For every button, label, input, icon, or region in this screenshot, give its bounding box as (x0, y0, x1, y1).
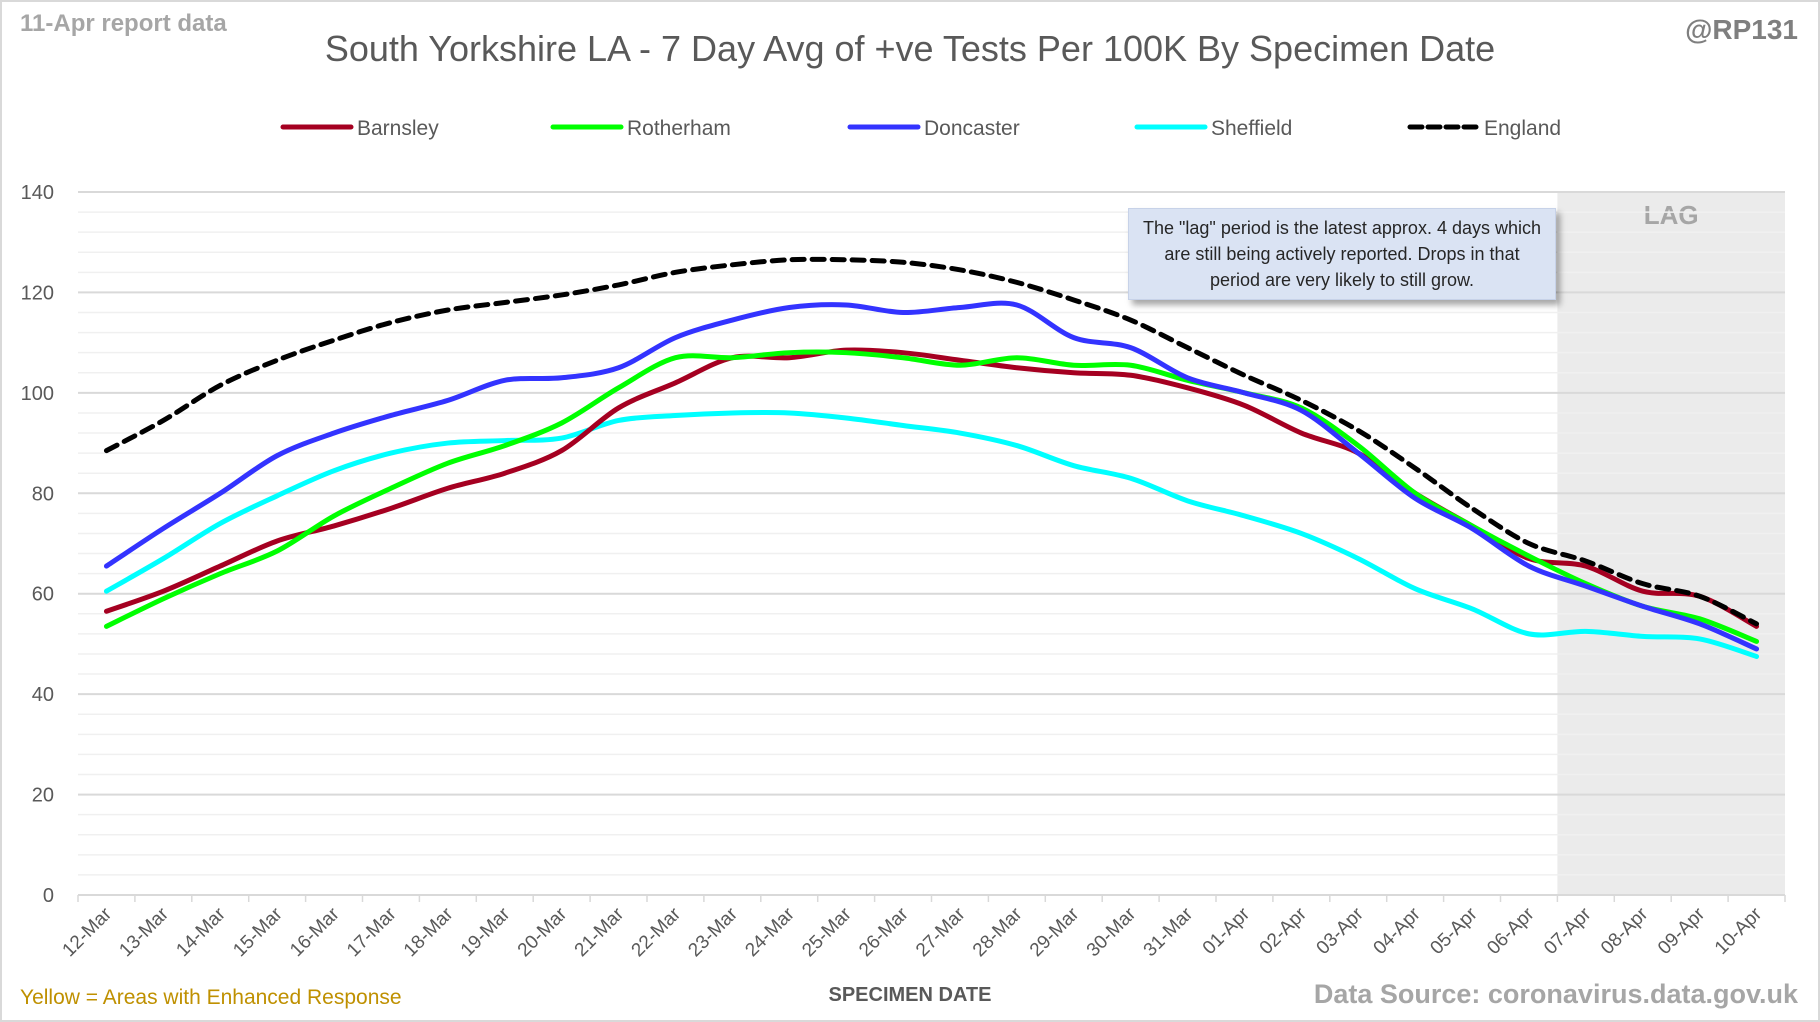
y-tick-label: 140 (21, 182, 54, 204)
x-tick-label: 27-Mar (912, 903, 970, 961)
chart-title: South Yorkshire LA - 7 Day Avg of +ve Te… (324, 28, 1496, 69)
y-axis: 0 20 40 60 80 100 120 140 (21, 182, 54, 907)
legend-label-rotherham: Rotherham (627, 117, 731, 140)
legend-label-sheffield: Sheffield (1211, 117, 1292, 140)
x-tick-label: 03-Apr (1313, 903, 1369, 959)
y-tick-label: 80 (32, 483, 54, 505)
x-tick-label: 20-Mar (514, 903, 572, 961)
y-tick-label: 0 (43, 885, 54, 907)
y-tick-label: 60 (32, 584, 54, 606)
x-tick-label: 22-Mar (628, 903, 686, 961)
lag-label: LAG (1644, 200, 1699, 230)
x-tick-label: 09-Apr (1654, 903, 1710, 959)
x-tick-label: 08-Apr (1597, 903, 1653, 959)
x-tick-label: 17-Mar (343, 903, 401, 961)
x-tick-label: 30-Mar (1083, 903, 1141, 961)
y-tick-label: 100 (21, 383, 54, 405)
x-tick-label: 04-Apr (1370, 903, 1426, 959)
series-line-doncaster (103, 300, 1760, 652)
series-line-barnsley (103, 347, 1760, 629)
x-tick-label: 26-Mar (855, 903, 913, 961)
x-tick-label: 21-Mar (571, 903, 629, 961)
legend-label-barnsley: Barnsley (357, 117, 439, 140)
series-lines (103, 256, 1760, 659)
x-tick-label: 24-Mar (741, 903, 799, 961)
series-line-sheffield (103, 409, 1760, 659)
x-tick-label: 19-Mar (457, 903, 515, 961)
x-tick-label: 01-Apr (1199, 903, 1255, 959)
x-tick-label: 13-Mar (115, 903, 173, 961)
x-tick-label: 05-Apr (1426, 903, 1482, 959)
author-handle: @RP131 (1685, 14, 1798, 45)
enhanced-response-note: Yellow = Areas with Enhanced Response (20, 986, 402, 1009)
report-date: 11-Apr report data (20, 10, 227, 37)
lag-annotation: The "lag" period is the latest approx. 4… (1128, 208, 1556, 300)
x-tick-label: 02-Apr (1256, 903, 1312, 959)
x-tick-label: 12-Mar (59, 903, 117, 961)
x-tick-label: 06-Apr (1483, 903, 1539, 959)
y-tick-label: 120 (21, 282, 54, 304)
x-tick-label: 10-Apr (1711, 903, 1767, 959)
x-axis: 12-Mar 13-Mar 14-Mar 15-Mar 16-Mar 17-Mar 18-M… (59, 894, 1786, 961)
lag-region (1557, 192, 1785, 895)
x-tick-label: 28-Mar (969, 903, 1027, 961)
legend-label-england: England (1484, 117, 1561, 140)
x-tick-label: 23-Mar (684, 903, 742, 961)
x-tick-label: 07-Apr (1540, 903, 1596, 959)
x-tick-label: 15-Mar (229, 903, 287, 961)
x-tick-label: 29-Mar (1026, 903, 1084, 961)
x-tick-label: 18-Mar (400, 903, 458, 961)
series-line-rotherham (103, 349, 1760, 644)
legend: Barnsley Rotherham Doncaster Sheffield Engla… (280, 117, 1561, 140)
x-tick-label: 31-Mar (1140, 903, 1198, 961)
x-axis-title: SPECIMEN DATE (828, 984, 992, 1006)
y-tick-label: 20 (32, 785, 54, 807)
data-source: Data Source: coronavirus.data.gov.uk (1313, 979, 1798, 1009)
y-tick-label: 40 (32, 684, 54, 706)
x-tick-label: 14-Mar (172, 903, 230, 961)
legend-label-doncaster: Doncaster (924, 117, 1020, 140)
x-tick-label: 25-Mar (798, 903, 856, 961)
series-line-england (103, 256, 1760, 627)
x-tick-label: 16-Mar (286, 903, 344, 961)
